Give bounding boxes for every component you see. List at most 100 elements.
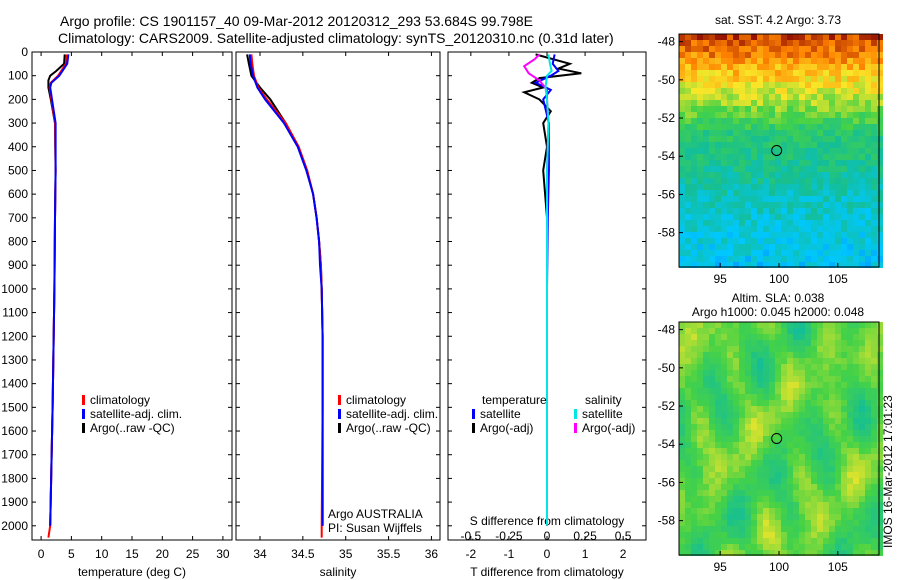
map-cell — [703, 526, 709, 532]
map-cell — [703, 388, 709, 394]
map-cell — [811, 334, 817, 340]
map-cell — [877, 358, 883, 364]
map-cell — [865, 328, 871, 334]
map-cell — [799, 544, 805, 550]
map-cell — [853, 430, 859, 436]
map-cell — [865, 514, 871, 520]
map-cell — [751, 334, 757, 340]
map-cell — [685, 370, 691, 376]
map-cell — [817, 394, 823, 400]
map-cell — [691, 496, 697, 502]
map-cell — [709, 502, 715, 508]
map-cell — [763, 358, 769, 364]
map-cell — [871, 322, 877, 328]
map-cell — [733, 82, 739, 88]
map-cell — [823, 118, 829, 124]
map-cell — [877, 466, 883, 472]
map-cell — [763, 94, 769, 100]
map-cell — [853, 58, 859, 64]
map-cell — [685, 418, 691, 424]
map-cell — [703, 496, 709, 502]
map-cell — [709, 400, 715, 406]
map-cell — [823, 52, 829, 58]
map-cell — [853, 334, 859, 340]
map-cell — [835, 334, 841, 340]
map-cell — [703, 394, 709, 400]
map-cell — [775, 214, 781, 220]
map-cell — [745, 346, 751, 352]
map-cell — [733, 94, 739, 100]
map-cell — [859, 400, 865, 406]
map-cell — [811, 364, 817, 370]
map-cell — [679, 64, 685, 70]
map-cell — [739, 202, 745, 208]
map-cell — [745, 394, 751, 400]
map-cell — [751, 442, 757, 448]
map-cell — [679, 460, 685, 466]
map-cell — [745, 532, 751, 538]
map-cell — [727, 460, 733, 466]
map-cell — [811, 406, 817, 412]
x-tick-label: 1 — [582, 547, 589, 561]
map-cell — [703, 46, 709, 52]
map-cell — [751, 436, 757, 442]
map-cell — [709, 466, 715, 472]
map-cell — [859, 508, 865, 514]
map-cell — [877, 100, 883, 106]
map-cell — [745, 214, 751, 220]
map-cell — [721, 388, 727, 394]
map-cell — [823, 526, 829, 532]
legend-label: Argo(..raw -QC) — [90, 421, 175, 435]
map-cell — [787, 220, 793, 226]
map-cell — [877, 238, 883, 244]
map-cell — [727, 454, 733, 460]
map-cell — [757, 94, 763, 100]
map-cell — [799, 94, 805, 100]
map-cell — [751, 328, 757, 334]
map-cell — [853, 346, 859, 352]
map-cell — [781, 496, 787, 502]
map-cell — [763, 172, 769, 178]
map-cell — [763, 418, 769, 424]
map-cell — [715, 496, 721, 502]
map-cell — [775, 262, 781, 268]
map-cell — [775, 76, 781, 82]
map-cell — [787, 178, 793, 184]
map-cell — [793, 358, 799, 364]
map-cell — [679, 490, 685, 496]
map-cell — [871, 154, 877, 160]
map-cell — [733, 538, 739, 544]
map-cell — [799, 226, 805, 232]
map-cell — [679, 346, 685, 352]
map-cell — [733, 490, 739, 496]
map-cell — [691, 430, 697, 436]
map-cell — [685, 178, 691, 184]
map-cell — [751, 262, 757, 268]
map-cell — [793, 538, 799, 544]
map-cell — [775, 136, 781, 142]
map-cell — [679, 520, 685, 526]
map-cell — [679, 88, 685, 94]
map-cell — [871, 448, 877, 454]
map-cell — [709, 34, 715, 40]
map-cell — [739, 358, 745, 364]
map-cell — [685, 364, 691, 370]
map-cell — [793, 208, 799, 214]
map-cell — [787, 106, 793, 112]
map-cell — [817, 64, 823, 70]
map-cell — [805, 190, 811, 196]
map-cell — [691, 442, 697, 448]
map-cell — [697, 328, 703, 334]
map-cell — [763, 490, 769, 496]
legend-group-title: salinity — [585, 393, 622, 407]
map-cell — [817, 442, 823, 448]
map-cell — [799, 484, 805, 490]
map-cell — [781, 472, 787, 478]
map-cell — [841, 244, 847, 250]
map-cell — [787, 148, 793, 154]
map-cell — [685, 412, 691, 418]
map-cell — [877, 130, 883, 136]
series-line-satellite-adj-clim- — [49, 54, 70, 526]
map-cell — [697, 538, 703, 544]
map-cell — [679, 76, 685, 82]
